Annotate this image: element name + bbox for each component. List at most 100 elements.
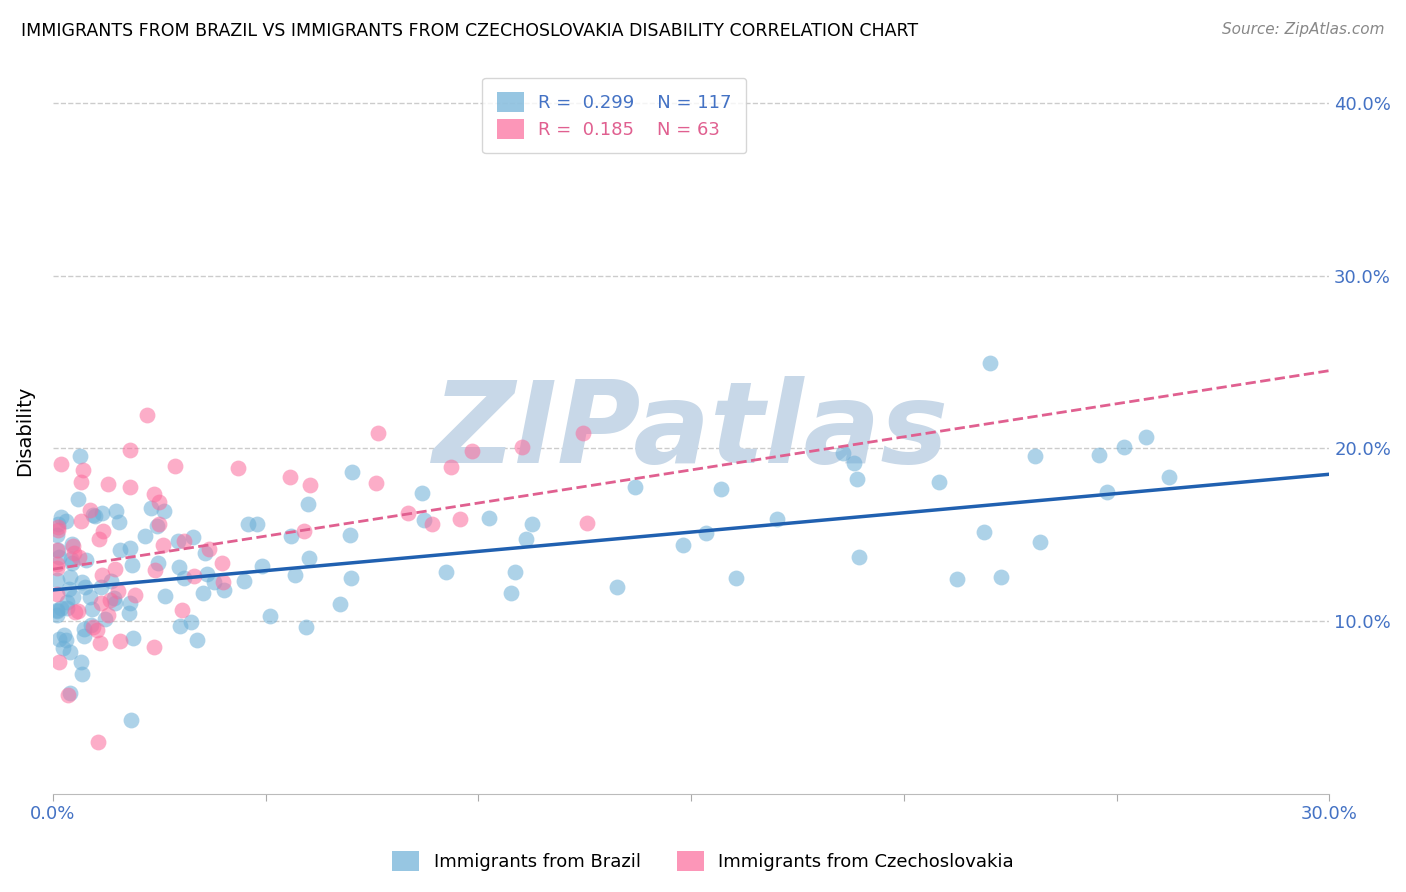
Point (60, 537, 83, 551)
Point (725, 571, 748, 585)
Point (120, 596, 142, 610)
Point (105, 504, 128, 518)
Point (73, 622, 96, 636)
Point (46, 557, 69, 571)
Point (197, 541, 219, 556)
Point (148, 516, 170, 531)
Point (973, 525, 995, 540)
Point (69, 655, 91, 669)
Point (170, 603, 193, 617)
Point (1135, 430, 1157, 444)
Point (70, 514, 93, 528)
Point (67, 549, 90, 564)
Point (152, 538, 174, 552)
Point (59, 645, 82, 659)
Point (104, 562, 127, 576)
Point (60, 552, 83, 566)
Point (928, 475, 950, 489)
Point (48, 656, 70, 670)
Point (515, 533, 537, 547)
Point (52, 627, 75, 641)
Legend: Immigrants from Brazil, Immigrants from Czechoslovakia: Immigrants from Brazil, Immigrants from … (385, 844, 1021, 879)
Point (46, 604, 69, 618)
Point (766, 512, 789, 526)
Point (143, 640, 166, 655)
Point (108, 633, 131, 648)
Point (46, 608, 69, 623)
Point (108, 515, 131, 529)
Point (59, 570, 82, 584)
Point (87, 735, 110, 749)
Point (91, 568, 114, 582)
Point (107, 584, 129, 599)
Point (83, 508, 105, 523)
Point (510, 440, 533, 454)
Point (48, 550, 70, 565)
Point (280, 469, 302, 483)
Point (191, 586, 214, 600)
Text: ZIPatlas: ZIPatlas (433, 376, 949, 487)
Point (367, 425, 389, 440)
Point (121, 558, 143, 573)
Point (46, 561, 69, 575)
Point (1029, 535, 1052, 549)
Point (153, 589, 176, 603)
Point (672, 538, 695, 552)
Point (1159, 470, 1181, 484)
Point (183, 530, 205, 544)
Point (55, 633, 77, 648)
Point (75, 552, 97, 566)
Point (340, 571, 363, 585)
Point (100, 574, 122, 588)
Point (478, 510, 501, 524)
Point (695, 525, 717, 540)
Point (59, 686, 82, 700)
Point (1097, 484, 1119, 499)
Point (295, 619, 318, 633)
Point (70, 667, 93, 681)
Point (48, 632, 70, 646)
Point (572, 425, 595, 440)
Point (86, 623, 108, 637)
Point (297, 497, 319, 511)
Point (146, 556, 169, 570)
Point (124, 588, 146, 602)
Point (298, 550, 321, 565)
Point (69, 449, 91, 463)
Point (80, 602, 103, 616)
Point (46, 603, 69, 617)
Point (412, 512, 434, 526)
Point (449, 512, 471, 526)
Point (844, 456, 866, 470)
Point (396, 506, 419, 520)
Point (832, 445, 855, 459)
Point (169, 619, 191, 633)
Point (1087, 448, 1109, 462)
Point (139, 501, 162, 516)
Point (329, 597, 352, 611)
Point (55, 515, 77, 529)
Point (49, 600, 72, 615)
Point (1114, 440, 1136, 454)
Point (846, 472, 869, 486)
Point (51, 510, 73, 524)
Point (56, 600, 79, 615)
Point (58, 688, 80, 702)
Point (135, 408, 157, 422)
Point (194, 546, 217, 560)
Point (167, 533, 190, 548)
Point (46, 528, 69, 542)
Point (186, 632, 208, 647)
Point (142, 487, 165, 501)
Point (120, 480, 142, 494)
Point (108, 543, 131, 558)
Point (70, 475, 93, 489)
Point (118, 606, 141, 620)
Text: Source: ZipAtlas.com: Source: ZipAtlas.com (1222, 22, 1385, 37)
Point (79, 503, 101, 517)
Point (226, 461, 249, 475)
Point (104, 596, 127, 610)
Point (212, 574, 235, 589)
Point (606, 580, 628, 594)
Point (118, 443, 141, 458)
